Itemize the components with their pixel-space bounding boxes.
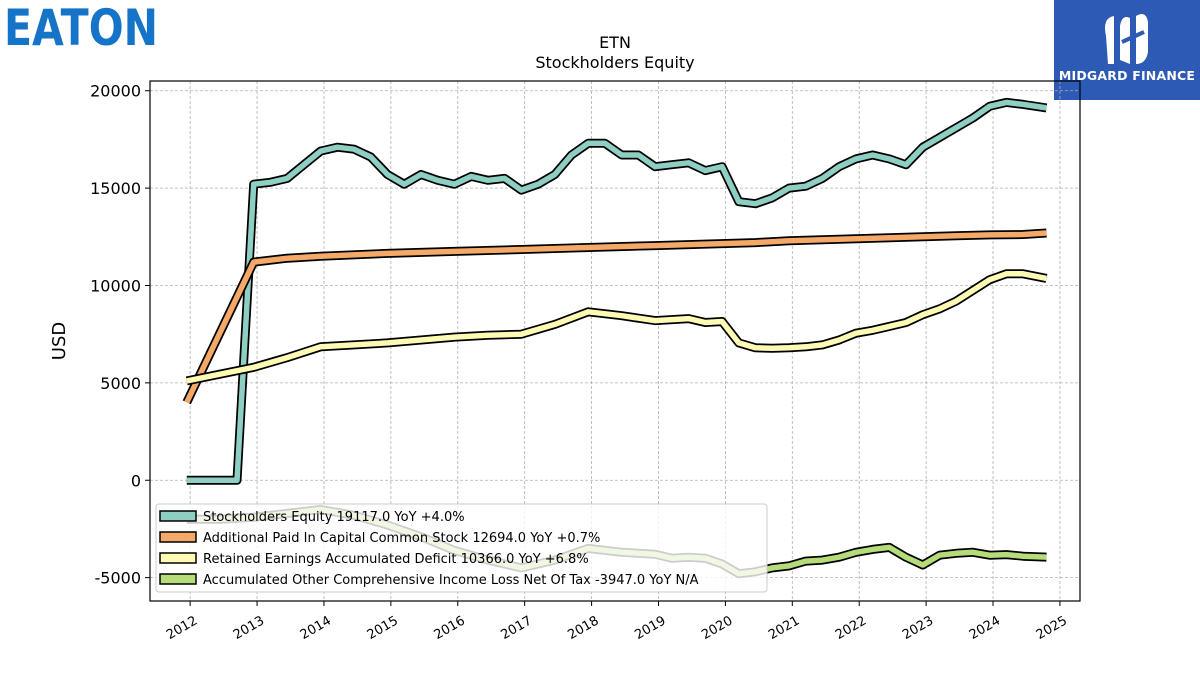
x-tick-label: 2020 xyxy=(699,613,735,643)
series-line-0 xyxy=(186,99,1047,484)
y-axis-ticks: -5000 0 5000 10000 15000 20000 xyxy=(90,82,150,588)
legend-retained-earnings: Retained Earnings Accumulated Deficit 10… xyxy=(203,552,589,567)
series-outline-2 xyxy=(185,269,1048,386)
midgard-logo-mark-icon xyxy=(1105,14,1148,64)
y-tick-label: 5000 xyxy=(100,374,141,393)
x-tick-label: 2013 xyxy=(231,613,267,643)
chart-title: ETN xyxy=(599,33,631,52)
legend-swatch-stockholders-equity xyxy=(159,510,197,522)
legend-box xyxy=(155,503,768,593)
x-tick-label: 2019 xyxy=(632,613,668,643)
legend-swatch-additional-paid-in-capital xyxy=(159,531,197,543)
legend-accumulated-oci: Accumulated Other Comprehensive Income L… xyxy=(203,573,699,588)
badge-label: MIDGARD FINANCE xyxy=(1058,68,1196,83)
y-tick-label: 0 xyxy=(131,471,141,490)
x-tick-label: 2024 xyxy=(967,613,1003,643)
chart-legend: Stockholders Equity 19117.0 YoY +4.0% Ad… xyxy=(155,503,768,593)
y-tick-label: 10000 xyxy=(90,276,141,295)
x-tick-label: 2014 xyxy=(298,613,334,643)
y-tick-label: 20000 xyxy=(90,82,141,101)
y-axis-label: USD xyxy=(49,322,70,360)
chart-subtitle: Stockholders Equity xyxy=(535,53,694,72)
series-line-1 xyxy=(184,230,1047,404)
chart-series xyxy=(182,97,1048,579)
series-outline-0 xyxy=(186,97,1048,485)
x-tick-label: 2022 xyxy=(833,613,869,643)
legend-additional-paid-in-capital: Additional Paid In Capital Common Stock … xyxy=(203,531,600,546)
x-tick-label: 2021 xyxy=(766,613,802,643)
eaton-logo: EATON xyxy=(4,4,158,48)
series-line-2 xyxy=(186,271,1048,384)
x-tick-label: 2012 xyxy=(164,613,200,643)
legend-swatch-retained-earnings xyxy=(159,552,197,564)
x-tick-label: 2018 xyxy=(565,613,601,643)
x-tick-label: 2016 xyxy=(432,613,468,643)
x-axis-ticks: 2012 2013 2014 2015 2016 2017 2018 2019 2020 2021… xyxy=(164,601,1070,643)
x-tick-label: 2017 xyxy=(499,613,535,643)
x-tick-label: 2025 xyxy=(1034,613,1070,643)
legend-stockholders-equity: Stockholders Equity 19117.0 YoY +4.0% xyxy=(203,510,465,525)
plot-frame xyxy=(149,80,1081,602)
y-tick-label: -5000 xyxy=(95,569,142,588)
legend-swatch-accumulated-oci xyxy=(159,573,197,585)
y-tick-label: 15000 xyxy=(90,179,141,198)
x-tick-label: 2015 xyxy=(365,613,401,643)
midgard-finance-badge: MIDGARD FINANCE xyxy=(1054,0,1200,100)
eaton-logo-text: EATON xyxy=(4,4,158,48)
x-tick-label: 2023 xyxy=(900,613,936,643)
